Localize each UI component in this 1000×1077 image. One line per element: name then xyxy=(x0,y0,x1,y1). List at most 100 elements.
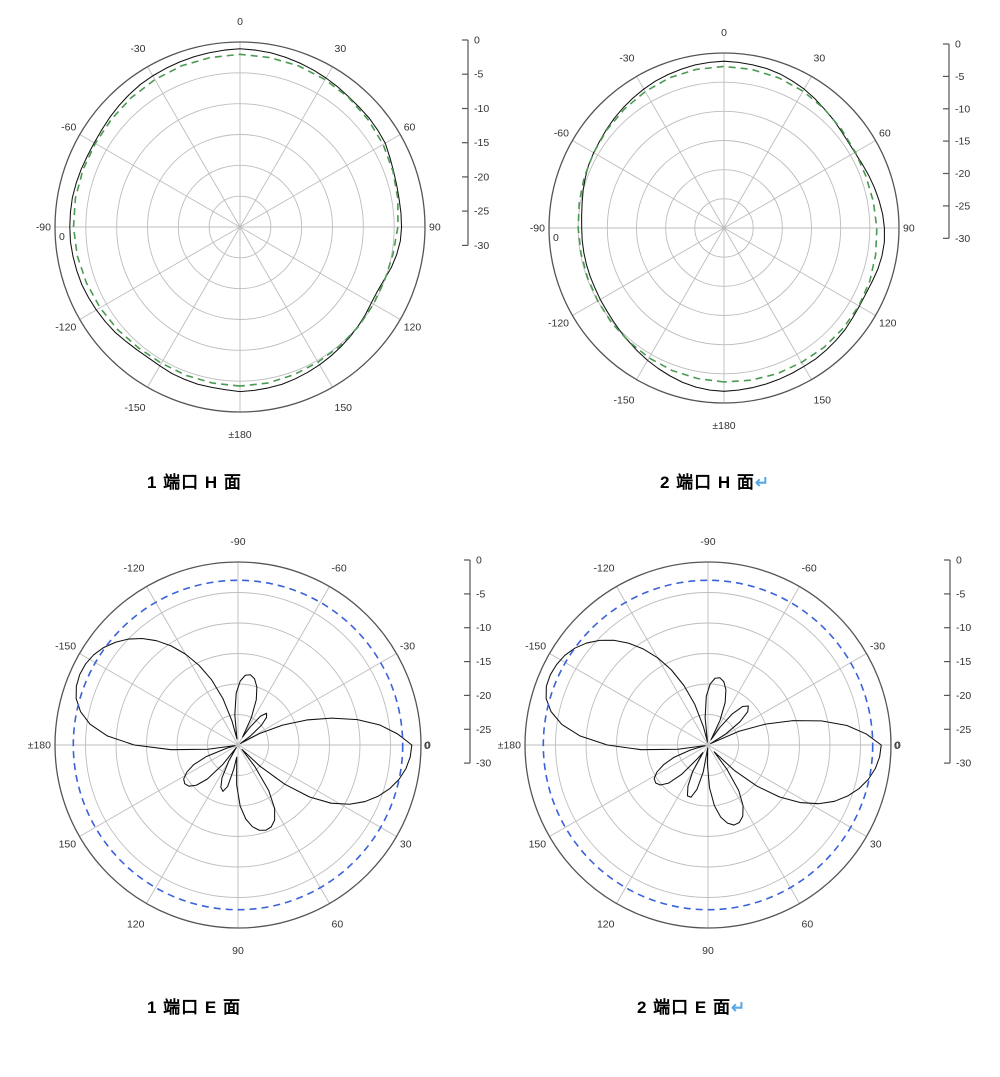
scale-tick-label: -10 xyxy=(474,103,489,115)
radial-origin-label: 0 xyxy=(424,740,430,752)
polar-chart-e-port1: 0306090120150±180-150-120-90-60-3000-5-1… xyxy=(28,536,492,957)
angular-tick-label: -60 xyxy=(61,122,76,134)
panel-e-port2: 0 30 60 90 120 150 ±180 -150 -120 -90 -60 -30 0 0 -5 -1… xyxy=(480,520,980,970)
outer-ring xyxy=(54,561,422,929)
angular-tick-label: ±180 xyxy=(228,429,251,441)
angular-tick-label: -120 xyxy=(548,318,569,330)
scale-tick-label: -25 xyxy=(955,200,970,212)
spoke-line xyxy=(147,66,241,228)
spoke-line xyxy=(707,586,800,746)
spoke-line xyxy=(146,744,239,904)
spoke-line xyxy=(239,226,401,320)
scale-tick-label: -5 xyxy=(956,588,965,600)
spoke-line xyxy=(237,586,330,746)
polar-spokes xyxy=(549,53,899,403)
polar-chart-e-port2: 0306090120150±180-150-120-90-60-3000-5-1… xyxy=(498,536,972,957)
angular-tick-label: -120 xyxy=(55,322,76,334)
panel-e-port1: 0 30 60 90 120 150 ±180 -150 -120 -90 -60 -30 0 0 -5 -1… xyxy=(0,520,500,970)
angular-tick-labels: 0 30 60 90 120 150 ±180 -150 -120 -90 -60 -30 xyxy=(36,16,441,441)
angular-tick-labels: 0 30 60 90 120 150 ±180 -150 -120 -90 -60 -30 xyxy=(498,536,901,957)
angular-tick-label: 60 xyxy=(404,122,416,134)
angular-tick-label: 60 xyxy=(802,919,814,931)
pilcrow-icon: ↵ xyxy=(754,473,771,492)
angular-tick-label: -60 xyxy=(554,128,569,140)
polar-chart-h-port1: 0 30 60 90 120 150 ±180 -150 -120 -90 -60 -30 0 0 -5 -1… xyxy=(36,16,490,441)
caption-e-port2-text: 2 端口 E 面 xyxy=(637,998,731,1017)
angular-tick-labels: 0 30 60 90 120 150 ±180 -150 -120 -90 -60 -30 xyxy=(530,27,915,432)
angular-tick-labels: 0 30 60 90 120 150 ±180 -150 -120 -90 -60 -30 xyxy=(28,536,431,957)
outer-ring xyxy=(524,561,892,929)
scale-tick-label: -10 xyxy=(956,622,971,634)
angular-tick-label: -150 xyxy=(124,402,145,414)
spoke-line xyxy=(723,76,812,229)
polar-spokes xyxy=(55,42,425,412)
spoke-line xyxy=(723,227,812,380)
caption-h-port2-text: 2 端口 H 面 xyxy=(660,473,755,492)
spoke-line xyxy=(723,140,876,229)
scale-tick-label: -10 xyxy=(476,622,491,634)
spoke-line xyxy=(147,226,241,388)
spoke-line xyxy=(237,653,397,746)
scale-tick-label: -15 xyxy=(476,656,491,668)
scale-tick-label: 0 xyxy=(955,39,961,51)
angular-tick-label: 150 xyxy=(335,402,353,414)
scale-tick-label: -25 xyxy=(476,724,491,736)
angular-tick-label: -150 xyxy=(55,641,76,653)
scale-tick-label: -20 xyxy=(476,690,491,702)
measured-pattern xyxy=(75,637,413,831)
scale-tick-label: -5 xyxy=(476,588,485,600)
spoke-line xyxy=(239,226,333,388)
angular-tick-label: ±180 xyxy=(498,740,521,752)
outer-ring xyxy=(548,52,900,404)
angular-tick-label: 90 xyxy=(232,945,244,957)
scale-tick-label: -20 xyxy=(474,171,489,183)
radial-origin-label: 0 xyxy=(553,232,559,244)
angular-tick-label: 60 xyxy=(332,919,344,931)
reference-pattern-reference xyxy=(542,579,874,911)
reference-pattern-reference xyxy=(72,579,404,911)
angular-tick-label: 0 xyxy=(237,16,243,28)
measured-pattern xyxy=(69,48,403,393)
radial-scale-bar: 0 -5 -10 -15 -20 -25 -30 xyxy=(943,39,970,245)
angular-tick-label: 150 xyxy=(59,839,77,851)
scale-tick-label: -5 xyxy=(474,69,483,81)
angular-tick-label: 120 xyxy=(404,322,422,334)
scale-tick-label: -15 xyxy=(474,137,489,149)
spoke-line xyxy=(549,744,709,837)
angular-tick-label: 0 xyxy=(425,740,431,752)
angular-tick-label: 150 xyxy=(529,839,547,851)
angular-tick-label: 30 xyxy=(870,839,882,851)
scale-tick-label: 0 xyxy=(956,555,962,567)
panel-h-port2: 0 30 60 90 120 150 ±180 -150 -120 -90 -60 -30 0 0 -5 -1… xyxy=(497,12,997,462)
caption-e-port1-text: 1 端口 E 面 xyxy=(147,998,241,1017)
scale-tick-label: -25 xyxy=(474,206,489,218)
radial-scale-bar: 0 -5 -10 -15 -20 -25 -30 xyxy=(464,555,491,770)
scale-tick-label: 0 xyxy=(476,555,482,567)
outer-ring xyxy=(54,41,426,413)
angular-tick-label: 90 xyxy=(903,223,915,235)
radial-origin-label: 0 xyxy=(59,231,65,243)
angular-tick-label: 120 xyxy=(879,318,897,330)
spoke-line xyxy=(79,653,239,746)
spoke-line xyxy=(79,226,241,320)
spoke-line xyxy=(237,744,330,904)
angular-tick-label: 90 xyxy=(702,945,714,957)
angular-tick-label: 30 xyxy=(335,43,347,55)
scale-tick-label: -15 xyxy=(955,136,970,148)
scale-tick-label: 0 xyxy=(474,35,480,47)
caption-h-port1-text: 1 端口 H 面 xyxy=(147,473,242,492)
angular-tick-label: -30 xyxy=(400,641,415,653)
angular-tick-label: 0 xyxy=(895,740,901,752)
radial-origin-label: 0 xyxy=(894,740,900,752)
polar-chart-h-port2: 0 30 60 90 120 150 ±180 -150 -120 -90 -60 -30 0 0 -5 -1… xyxy=(530,27,971,432)
angular-tick-label: -150 xyxy=(613,395,634,407)
angular-tick-label: -150 xyxy=(525,641,546,653)
caption-e-port1: 1 端口 E 面 xyxy=(147,993,241,1018)
polar-spokes xyxy=(525,562,891,928)
caption-h-port1: 1 端口 H 面 xyxy=(147,468,242,493)
angular-tick-label: -90 xyxy=(36,222,51,234)
angular-tick-label: -90 xyxy=(530,223,545,235)
angular-tick-label: 150 xyxy=(814,395,832,407)
spoke-line xyxy=(549,653,709,746)
